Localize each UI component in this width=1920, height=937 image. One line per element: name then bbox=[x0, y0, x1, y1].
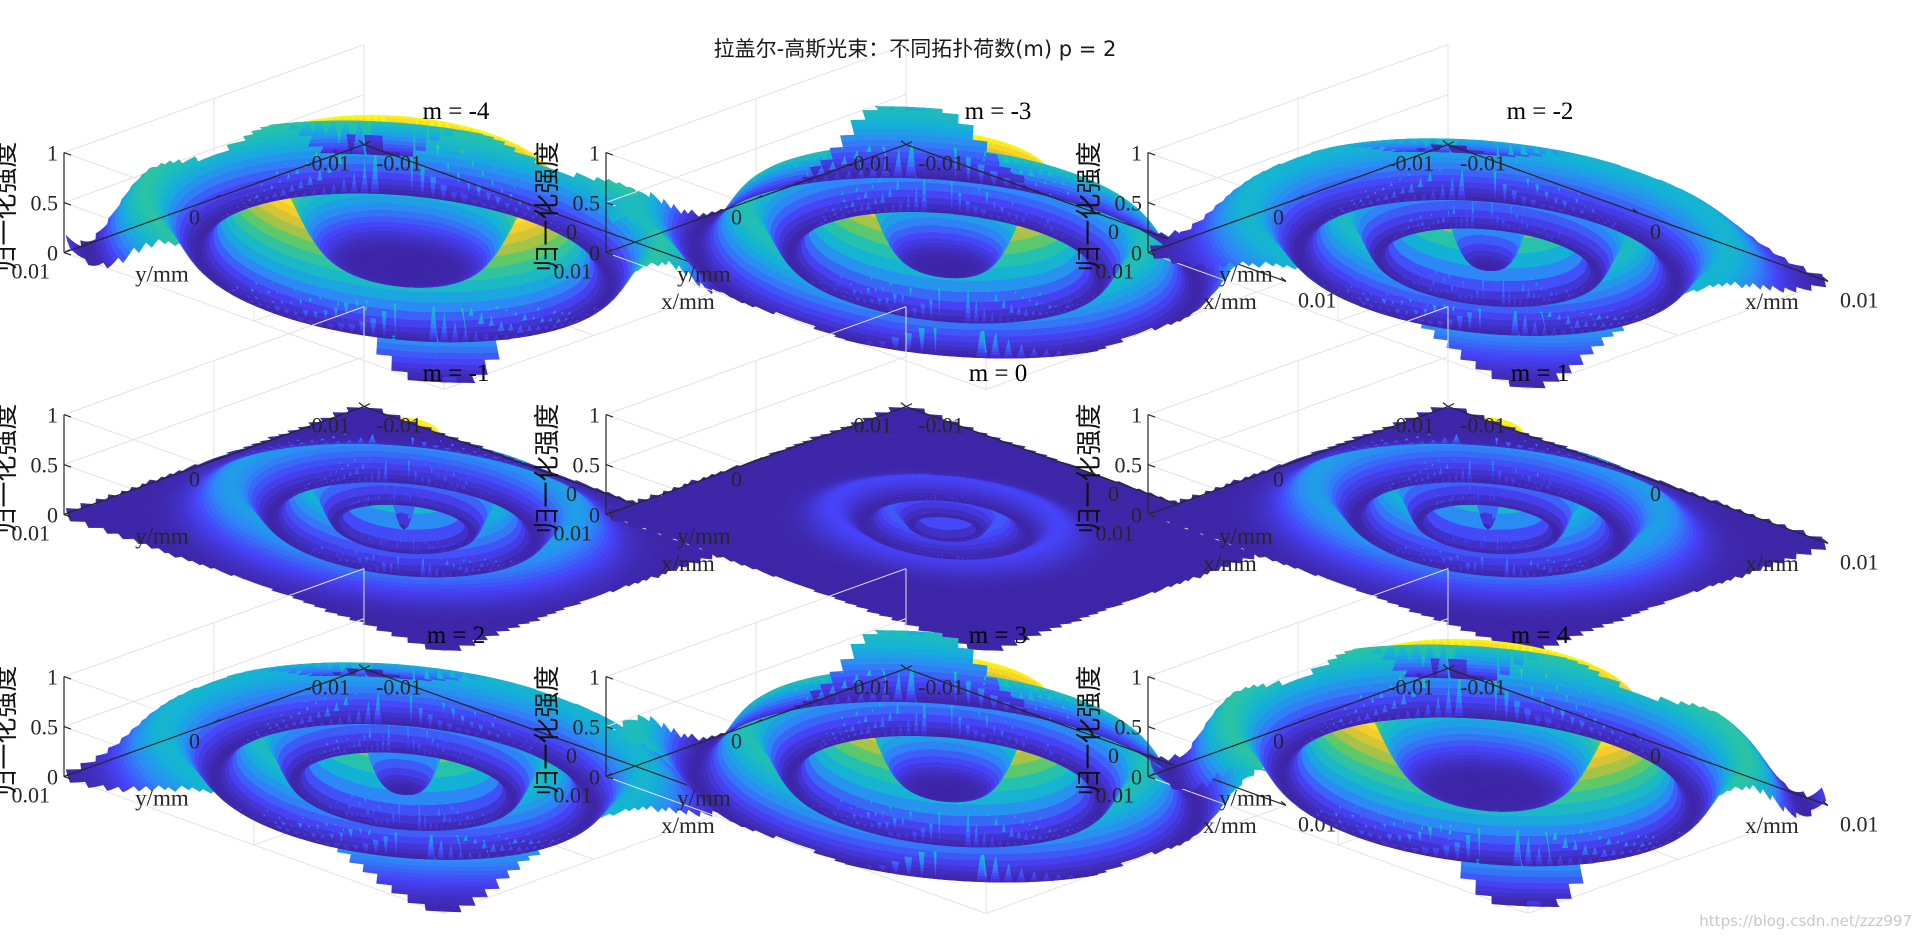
x-axis-label: x/mm bbox=[1745, 289, 1799, 314]
subplot-title: m = 2 bbox=[427, 622, 486, 649]
y-axis-label: y/mm bbox=[1219, 262, 1273, 287]
y-tick-label: -0.01 bbox=[1388, 413, 1434, 438]
y-tick-label: -0.01 bbox=[846, 675, 892, 700]
z-tick-label: 1 bbox=[47, 403, 58, 428]
x-tick-label: 0 bbox=[1650, 219, 1661, 244]
z-tick-label: 1 bbox=[589, 403, 600, 428]
x-tick-label: -0.01 bbox=[376, 413, 422, 438]
subplot-m--2: 00.510.010-0.01 -0.0100.01y/mmx/mm归一化强度m … bbox=[1075, 45, 1879, 390]
x-tick-label: -0.01 bbox=[376, 675, 422, 700]
z-tick-label: 1 bbox=[589, 665, 600, 690]
subplot-title: m = -4 bbox=[423, 98, 490, 125]
z-tick-label: 1 bbox=[47, 665, 58, 690]
figure-title: 拉盖尔-高斯光束：不同拓扑荷数(m) p = 2 bbox=[714, 37, 1117, 61]
y-tick-label: 0 bbox=[1273, 467, 1284, 492]
z-axis-label: 归一化强度 bbox=[0, 666, 21, 796]
subplot-title: m = -3 bbox=[965, 98, 1032, 125]
y-tick-label: 0 bbox=[1273, 205, 1284, 230]
z-tick-label: 1 bbox=[1131, 141, 1142, 166]
x-tick-label: 0 bbox=[1108, 481, 1119, 506]
y-tick-label: 0 bbox=[189, 729, 200, 754]
x-tick-label: 0 bbox=[1650, 743, 1661, 768]
z-tick-label: 0.5 bbox=[573, 453, 601, 478]
z-tick-label: 1 bbox=[1131, 403, 1142, 428]
x-axis-label: x/mm bbox=[661, 813, 715, 838]
x-axis-label: x/mm bbox=[1745, 813, 1799, 838]
x-tick-label: 0 bbox=[566, 219, 577, 244]
y-tick-label: 0 bbox=[189, 205, 200, 230]
subplot-title: m = 4 bbox=[1511, 622, 1570, 649]
x-tick-label: 0.01 bbox=[1840, 549, 1879, 574]
y-tick-label: -0.01 bbox=[304, 413, 350, 438]
x-tick-label: -0.01 bbox=[376, 151, 422, 176]
z-tick-label: 0.5 bbox=[573, 715, 601, 740]
y-axis-label: y/mm bbox=[677, 262, 731, 287]
y-tick-label: 0 bbox=[1273, 729, 1284, 754]
y-tick-label: -0.01 bbox=[304, 675, 350, 700]
x-tick-label: -0.01 bbox=[918, 413, 964, 438]
x-tick-label: 0 bbox=[566, 743, 577, 768]
z-axis-label: 归一化强度 bbox=[1075, 666, 1105, 796]
z-axis-label: 归一化强度 bbox=[0, 404, 21, 534]
y-axis-label: y/mm bbox=[1219, 524, 1273, 549]
subplot-title: m = 1 bbox=[1511, 360, 1570, 387]
x-tick-label: 0 bbox=[566, 481, 577, 506]
x-axis-label: x/mm bbox=[661, 551, 715, 576]
subplot-title: m = -1 bbox=[423, 360, 490, 387]
y-tick-label: 0 bbox=[731, 205, 742, 230]
x-tick-label: -0.01 bbox=[1460, 151, 1506, 176]
y-axis-label: y/mm bbox=[677, 786, 731, 811]
subplot-title: m = 3 bbox=[969, 622, 1028, 649]
y-axis-label: y/mm bbox=[135, 786, 189, 811]
x-axis-label: x/mm bbox=[1203, 551, 1257, 576]
z-tick-label: 1 bbox=[589, 141, 600, 166]
x-tick-label: -0.01 bbox=[1460, 675, 1506, 700]
z-axis-label: 归一化强度 bbox=[1075, 142, 1105, 272]
x-tick-label: 0.01 bbox=[1840, 811, 1879, 836]
z-axis-label: 归一化强度 bbox=[0, 142, 21, 272]
subplot-m-0: 00.510.010-0.01-0.0100.01y/mmx/mm归一化强度m … bbox=[533, 307, 1337, 652]
y-tick-label: -0.01 bbox=[846, 151, 892, 176]
x-tick-label: 0 bbox=[1650, 481, 1661, 506]
y-axis-label: y/mm bbox=[135, 524, 189, 549]
x-axis-label: x/mm bbox=[1203, 289, 1257, 314]
x-axis-label: x/mm bbox=[661, 289, 715, 314]
z-tick-label: 0.5 bbox=[1115, 453, 1143, 478]
z-tick-label: 0.5 bbox=[1115, 191, 1143, 216]
x-tick-label: 0.01 bbox=[1840, 287, 1879, 312]
watermark: https://blog.csdn.net/zzz997 bbox=[1699, 912, 1912, 930]
z-tick-label: 0.5 bbox=[31, 453, 59, 478]
y-tick-label: -0.01 bbox=[846, 413, 892, 438]
y-tick-label: -0.01 bbox=[304, 151, 350, 176]
z-tick-label: 0.5 bbox=[573, 191, 601, 216]
subplot-title: m = -2 bbox=[1507, 98, 1574, 125]
x-tick-label: -0.01 bbox=[918, 675, 964, 700]
x-tick-label: 0 bbox=[1108, 743, 1119, 768]
subplot-title: m = 0 bbox=[969, 360, 1028, 387]
y-axis-label: y/mm bbox=[135, 262, 189, 287]
x-tick-label: -0.01 bbox=[1460, 413, 1506, 438]
x-axis-label: x/mm bbox=[1745, 551, 1799, 576]
z-axis-label: 归一化强度 bbox=[533, 142, 563, 272]
subplot-grid: 00.510.010-0.01-0.0100.01y/mmx/mm归一化强度m … bbox=[0, 45, 1879, 914]
z-axis-label: 归一化强度 bbox=[1075, 404, 1105, 534]
x-axis-label: x/mm bbox=[1203, 813, 1257, 838]
y-tick-label: -0.01 bbox=[1388, 675, 1434, 700]
z-axis-label: 归一化强度 bbox=[533, 404, 563, 534]
z-tick-label: 1 bbox=[47, 141, 58, 166]
x-tick-label: 0 bbox=[1108, 219, 1119, 244]
z-tick-label: 0.5 bbox=[31, 191, 59, 216]
y-axis-label: y/mm bbox=[677, 524, 731, 549]
y-tick-label: 0 bbox=[731, 729, 742, 754]
y-tick-label: -0.01 bbox=[1388, 151, 1434, 176]
x-tick-label: -0.01 bbox=[918, 151, 964, 176]
z-tick-label: 0.5 bbox=[31, 715, 59, 740]
y-tick-label: 0 bbox=[731, 467, 742, 492]
z-axis-label: 归一化强度 bbox=[533, 666, 563, 796]
y-tick-label: 0 bbox=[189, 467, 200, 492]
y-axis-label: y/mm bbox=[1219, 786, 1273, 811]
z-tick-label: 1 bbox=[1131, 665, 1142, 690]
z-tick-label: 0.5 bbox=[1115, 715, 1143, 740]
